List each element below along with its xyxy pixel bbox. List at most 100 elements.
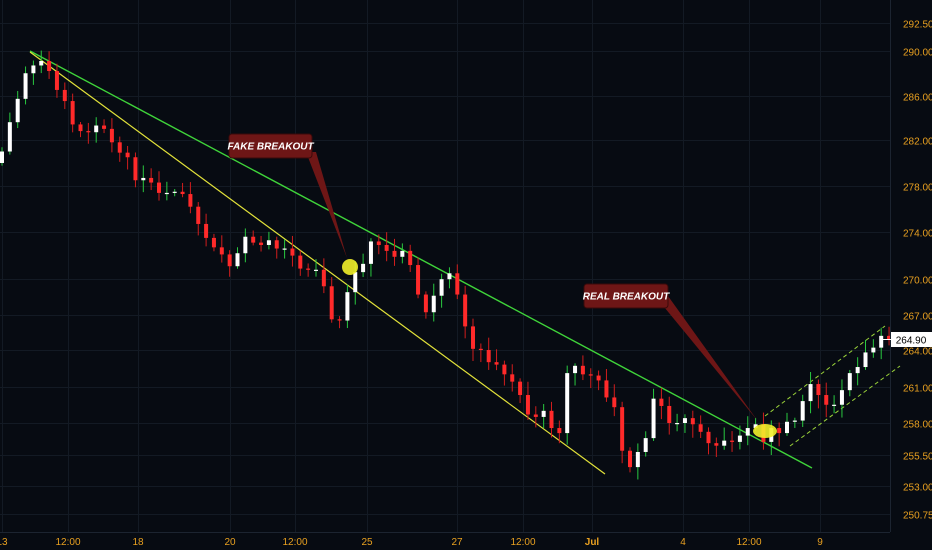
candle[interactable] <box>839 379 844 418</box>
candle[interactable] <box>494 349 499 371</box>
candle[interactable] <box>78 122 83 138</box>
candle[interactable] <box>54 63 59 98</box>
candle[interactable] <box>635 443 640 480</box>
candle[interactable] <box>109 118 114 153</box>
candle[interactable] <box>376 234 381 255</box>
candle[interactable] <box>149 168 154 191</box>
candlestick-series[interactable] <box>0 50 892 480</box>
candle[interactable] <box>620 401 625 464</box>
candle[interactable] <box>847 369 852 397</box>
candle[interactable] <box>887 326 892 346</box>
candle[interactable] <box>431 283 436 322</box>
candle[interactable] <box>282 239 287 259</box>
candle[interactable] <box>306 263 311 277</box>
candle[interactable] <box>141 165 146 193</box>
candle[interactable] <box>533 406 538 428</box>
candle[interactable] <box>714 437 719 458</box>
candle[interactable] <box>47 51 52 79</box>
candle[interactable] <box>243 228 248 263</box>
candle[interactable] <box>227 250 232 277</box>
candle[interactable] <box>863 340 868 370</box>
candle[interactable] <box>816 379 821 409</box>
candle[interactable] <box>871 339 876 358</box>
candle[interactable] <box>15 90 20 129</box>
candle[interactable] <box>31 60 36 85</box>
candle[interactable] <box>628 447 632 473</box>
candle[interactable] <box>745 416 750 446</box>
candle[interactable] <box>478 343 483 363</box>
candle[interactable] <box>808 371 813 414</box>
candle[interactable] <box>800 394 805 428</box>
time-axis[interactable]: 13 12:00 18 20 12:00 25 27 12:00 Jul 4 12:00 9 <box>0 532 890 549</box>
candle[interactable] <box>588 368 593 389</box>
candle[interactable] <box>675 413 680 432</box>
candle[interactable] <box>211 233 216 252</box>
candle[interactable] <box>117 136 122 162</box>
candle[interactable] <box>70 93 75 133</box>
candle[interactable] <box>698 415 703 439</box>
candle[interactable] <box>541 404 546 429</box>
candle[interactable] <box>643 431 648 457</box>
candle[interactable] <box>879 327 884 360</box>
candle[interactable] <box>94 117 99 143</box>
candle[interactable] <box>408 244 413 272</box>
candle[interactable] <box>557 420 562 444</box>
candle[interactable] <box>463 285 468 339</box>
candle[interactable] <box>392 238 397 266</box>
candle[interactable] <box>659 387 664 420</box>
candle[interactable] <box>235 247 240 269</box>
candle[interactable] <box>722 427 727 450</box>
candle[interactable] <box>62 82 67 110</box>
candle[interactable] <box>251 230 256 246</box>
candle[interactable] <box>172 189 177 197</box>
candle[interactable] <box>180 182 185 198</box>
candle[interactable] <box>23 66 28 105</box>
candle[interactable] <box>157 171 161 201</box>
candle[interactable] <box>400 243 405 264</box>
candle[interactable] <box>188 182 193 214</box>
candle[interactable] <box>314 259 318 277</box>
candle[interactable] <box>792 417 797 428</box>
candle[interactable] <box>384 232 389 262</box>
candle[interactable] <box>337 316 342 329</box>
candle[interactable] <box>549 401 554 438</box>
candle[interactable] <box>125 145 130 170</box>
candle[interactable] <box>471 318 475 362</box>
candle[interactable] <box>604 369 609 402</box>
candle[interactable] <box>321 258 326 294</box>
candle[interactable] <box>777 422 782 447</box>
candle[interactable] <box>690 410 695 438</box>
candle[interactable] <box>439 273 444 308</box>
candle[interactable] <box>580 355 585 381</box>
candle[interactable] <box>298 250 303 276</box>
candle[interactable] <box>361 253 366 278</box>
candle[interactable] <box>423 291 428 319</box>
candle[interactable] <box>7 112 12 155</box>
candle[interactable] <box>416 257 421 299</box>
candle[interactable] <box>651 388 656 441</box>
candle[interactable] <box>345 284 350 329</box>
candle[interactable] <box>573 363 578 386</box>
candle[interactable] <box>824 382 829 418</box>
candle[interactable] <box>0 147 4 166</box>
candle[interactable] <box>730 431 735 452</box>
candle[interactable] <box>525 381 530 420</box>
candle[interactable] <box>737 425 742 450</box>
candle[interactable] <box>39 50 44 74</box>
candle[interactable] <box>855 357 860 386</box>
candle[interactable] <box>682 414 687 433</box>
price-axis[interactable]: 292.50 290.00 286.00 282.00 278.00 274.00 270.… <box>882 0 932 532</box>
candle[interactable] <box>706 427 711 455</box>
candle[interactable] <box>290 235 295 267</box>
candle[interactable] <box>196 202 201 236</box>
candle[interactable] <box>785 412 789 436</box>
candle[interactable] <box>133 152 138 188</box>
candle[interactable] <box>164 181 169 201</box>
candle[interactable] <box>447 267 452 289</box>
candle[interactable] <box>102 119 107 134</box>
candle[interactable] <box>266 231 271 250</box>
candle[interactable] <box>565 365 570 445</box>
candle[interactable] <box>368 238 373 277</box>
